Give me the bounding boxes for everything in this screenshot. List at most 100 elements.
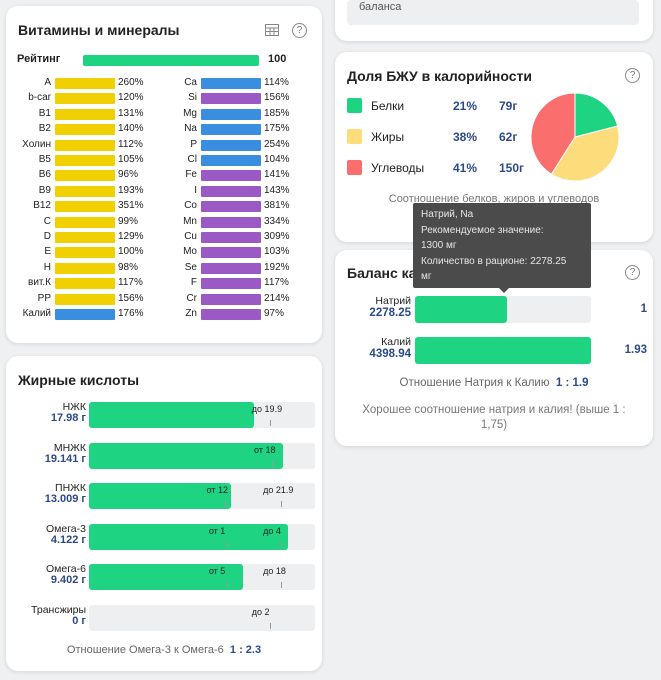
nutrient-label: Холин	[22, 138, 51, 150]
nutrient-label: B5	[38, 154, 51, 165]
nutrient-row[interactable]: P 254%	[161, 139, 311, 152]
fatty-acid-value: 4.122 г	[50, 533, 86, 546]
nutrient-percent: 100%	[118, 246, 144, 258]
nutrient-bar	[55, 293, 115, 305]
nutrient-row[interactable]: Mo 103%	[161, 246, 311, 259]
nutrient-percent: 192%	[264, 261, 290, 273]
nutrient-row[interactable]: Cr 214%	[161, 293, 311, 306]
nutrient-row[interactable]: вит.К 117%	[15, 277, 165, 290]
fatty-acid-norm-label: до 21.9	[263, 485, 294, 495]
fatty-acid-name: Омега-3	[45, 522, 86, 535]
omega-ratio-label: Отношение Омега-3 к Омега-6	[66, 644, 224, 656]
macro-percent: 41%	[453, 161, 478, 175]
nutrient-bar	[201, 93, 261, 105]
fatty-acid-norm-label: от 5	[208, 566, 226, 576]
table-view-icon[interactable]	[265, 24, 279, 36]
nutrient-row[interactable]: B1 131%	[15, 108, 165, 121]
fatty-acid-norm-label: от 12	[206, 485, 229, 495]
fatty-acid-value: 19.141 г	[44, 452, 86, 465]
nutrient-row[interactable]: Zn 97%	[161, 308, 311, 321]
nutrient-label: Калий	[22, 308, 51, 319]
balance-track[interactable]	[415, 296, 591, 323]
fatty-acid-norm-tick	[272, 460, 274, 467]
nutrient-percent: 260%	[118, 77, 144, 88]
nutrient-row[interactable]: Mg 185%	[161, 108, 311, 121]
balance-track[interactable]	[415, 337, 591, 364]
macro-legend-row: Белки 21% 79г	[347, 97, 537, 115]
nutrient-row[interactable]: B12 351%	[15, 200, 165, 213]
nutrient-row[interactable]: Cu 309%	[161, 231, 311, 244]
nutrient-row[interactable]: Cl 104%	[161, 154, 311, 167]
pie-slice-3[interactable]	[530, 92, 576, 175]
nutrient-row[interactable]: Co 381%	[161, 200, 311, 213]
nutrient-percent: 156%	[264, 92, 290, 104]
nutrient-percent: 175%	[264, 123, 290, 135]
balance-ratio-number: 1	[640, 303, 647, 315]
nutrient-percent: 185%	[264, 107, 290, 119]
nutrient-bar	[201, 216, 261, 228]
nutrient-label: PP	[37, 292, 51, 304]
nutrient-bar	[55, 247, 115, 259]
nutrient-row[interactable]: H 98%	[15, 262, 165, 275]
nutrient-bar	[55, 201, 115, 213]
help-icon[interactable]: ?	[292, 23, 307, 38]
sodium-potassium-ratio: Отношение Натрия к Калию 1 : 1.9	[335, 377, 653, 389]
nutrient-label: Mo	[183, 246, 197, 258]
nutrient-row[interactable]: C 99%	[15, 216, 165, 229]
fatty-acid-norm-tick	[269, 420, 271, 426]
nutrient-row[interactable]: Na 175%	[161, 123, 311, 136]
nutrient-label: D	[43, 231, 51, 242]
nutrient-label: B1	[38, 107, 51, 119]
nutrient-row[interactable]: b-car 120%	[15, 92, 165, 105]
macro-percent: 38%	[453, 130, 478, 144]
nutrient-percent: 129%	[118, 231, 144, 242]
nutrient-row[interactable]: PP 156%	[15, 293, 165, 306]
nutrient-row[interactable]: Mn 334%	[161, 216, 311, 229]
pie-slice-1[interactable]	[574, 92, 619, 138]
nutrient-label: Na	[184, 123, 197, 135]
nutrient-row[interactable]: B2 140%	[15, 123, 165, 136]
nutrient-bar	[201, 124, 261, 136]
rating-bar	[83, 55, 259, 66]
pie-slice-2[interactable]	[550, 125, 620, 182]
nutrient-row[interactable]: B9 193%	[15, 185, 165, 198]
fatty-acid-norm-tick	[269, 622, 271, 629]
tooltip-arrow	[499, 288, 509, 293]
balance-ratio-number: 1.93	[624, 344, 647, 356]
nutrient-row[interactable]: F 117%	[161, 277, 311, 290]
fatty-acid-row: Омега-3 4.122 г от 1 до 4	[17, 522, 315, 552]
nutrient-row[interactable]: Холин 112%	[15, 139, 165, 152]
nutrient-row[interactable]: B6 96%	[15, 169, 165, 182]
nutrient-bar	[201, 185, 261, 197]
fatty-acid-name: НЖК	[62, 401, 86, 413]
nutrient-row[interactable]: B5 105%	[15, 154, 165, 167]
macro-legend-row: Жиры 38% 62г	[347, 128, 537, 146]
nutrient-row[interactable]: E 100%	[15, 246, 165, 259]
fatty-acid-track: от 5 до 18	[89, 564, 315, 590]
nutrient-label: Cl	[187, 154, 197, 165]
help-icon[interactable]: ?	[625, 265, 640, 280]
nutrient-row[interactable]: A 260%	[15, 77, 165, 90]
nutrient-label: Cu	[184, 231, 197, 242]
nutrient-row[interactable]: Fe 141%	[161, 169, 311, 182]
nutrient-row[interactable]: Ca 114%	[161, 77, 311, 90]
macro-grams: 150г	[499, 161, 525, 175]
fatty-acid-track: от 12 до 21.9	[89, 483, 315, 509]
nutrient-row[interactable]: Se 192%	[161, 262, 311, 275]
nutrient-row[interactable]: I 143%	[161, 185, 311, 198]
nutrient-row[interactable]: D 129%	[15, 231, 165, 244]
nutrient-bar	[55, 232, 115, 243]
tooltip-rec-label: Рекомендуемое значение:	[421, 224, 544, 236]
nutrient-percent: 97%	[264, 308, 285, 319]
nutrient-row[interactable]: Si 156%	[161, 92, 311, 105]
macro-grams: 79г	[499, 99, 518, 113]
nutrient-percent: 117%	[118, 277, 143, 289]
help-icon[interactable]: ?	[625, 68, 640, 83]
fatty-acid-value: 0 г	[72, 614, 86, 627]
balance-summary-card: баланса	[335, 0, 653, 41]
nutrient-row[interactable]: Калий 176%	[15, 308, 165, 321]
nutrient-bar	[55, 78, 115, 89]
macro-color-swatch	[347, 129, 362, 144]
nutrient-bar	[201, 155, 261, 166]
fatty-acid-row: ПНЖК 13.009 г от 12 до 21.9	[17, 483, 315, 511]
